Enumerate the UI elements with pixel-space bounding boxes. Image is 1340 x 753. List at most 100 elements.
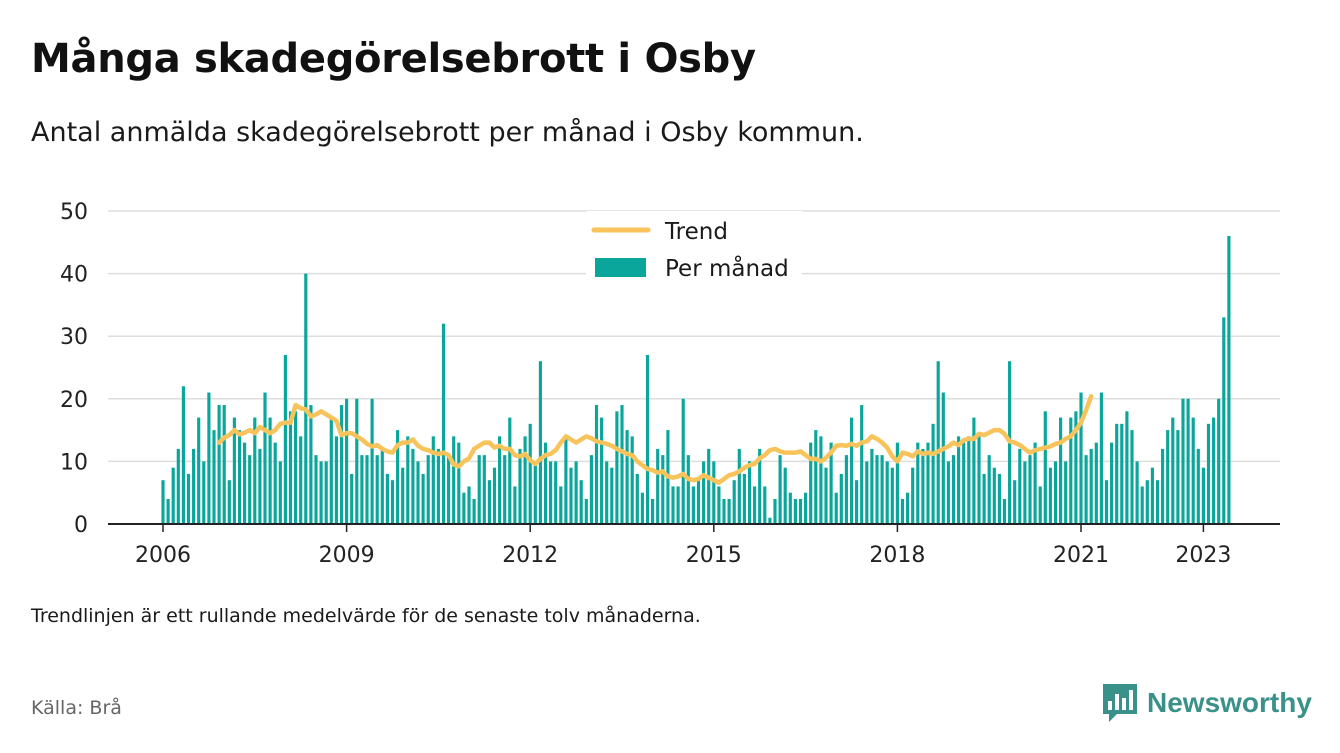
bar bbox=[1018, 448, 1022, 524]
bar bbox=[768, 517, 772, 524]
bar bbox=[661, 455, 665, 524]
bar bbox=[273, 442, 277, 524]
bar bbox=[232, 417, 236, 524]
bar bbox=[564, 436, 568, 524]
bar bbox=[1115, 423, 1119, 524]
bar bbox=[309, 405, 313, 524]
bar bbox=[804, 492, 808, 524]
bar bbox=[1033, 442, 1037, 524]
x-axis-ticks: 2006 2009 2012 2015 2018 2021 2023 bbox=[135, 524, 1231, 568]
bar bbox=[747, 461, 752, 524]
bar bbox=[656, 448, 660, 524]
bar bbox=[671, 486, 675, 524]
bar bbox=[304, 273, 308, 524]
bar bbox=[651, 498, 655, 524]
bar bbox=[992, 467, 996, 524]
bar bbox=[635, 473, 639, 524]
bar bbox=[1217, 398, 1221, 524]
x-tick-label: 2015 bbox=[686, 543, 742, 568]
y-tick-label: 40 bbox=[60, 263, 88, 288]
bar bbox=[401, 467, 405, 524]
bar bbox=[1094, 442, 1098, 524]
bar bbox=[620, 405, 624, 524]
bar bbox=[1166, 430, 1170, 524]
bar bbox=[610, 467, 614, 524]
bar bbox=[1059, 417, 1063, 524]
bar bbox=[1135, 461, 1139, 524]
bar bbox=[166, 498, 170, 524]
bar bbox=[880, 455, 884, 524]
bar bbox=[1074, 411, 1078, 524]
x-tick-label: 2006 bbox=[135, 543, 191, 568]
bar bbox=[258, 448, 262, 524]
bar bbox=[584, 498, 588, 524]
bar bbox=[1048, 467, 1052, 524]
bar bbox=[1053, 461, 1058, 524]
bar bbox=[921, 448, 925, 524]
bar bbox=[462, 492, 466, 524]
y-tick-label: 0 bbox=[74, 513, 88, 538]
trend-line bbox=[216, 394, 1094, 485]
bar bbox=[436, 448, 440, 524]
bar bbox=[1206, 423, 1211, 524]
bar bbox=[360, 455, 364, 524]
bar bbox=[686, 455, 690, 524]
bar bbox=[778, 455, 782, 524]
bar bbox=[865, 461, 869, 524]
bar bbox=[1089, 448, 1093, 524]
bar bbox=[314, 455, 318, 524]
y-tick-label: 20 bbox=[60, 388, 88, 413]
bar bbox=[615, 411, 619, 524]
bar bbox=[742, 473, 746, 524]
bar bbox=[161, 480, 165, 524]
legend-label-per-manad: Per månad bbox=[665, 254, 789, 282]
bar bbox=[508, 417, 512, 524]
bar bbox=[707, 448, 711, 524]
bar bbox=[793, 498, 797, 524]
bar bbox=[967, 436, 971, 524]
bar bbox=[1176, 430, 1180, 524]
brand-logo: Newsworthy bbox=[1103, 684, 1312, 722]
bar bbox=[365, 455, 369, 524]
bar bbox=[814, 430, 818, 524]
bar bbox=[1079, 392, 1083, 524]
bar bbox=[385, 473, 389, 524]
bar bbox=[186, 473, 191, 524]
bar bbox=[895, 442, 899, 524]
bar bbox=[1110, 442, 1114, 524]
bar bbox=[676, 486, 680, 524]
bar bbox=[227, 480, 231, 524]
bar bbox=[1023, 461, 1027, 524]
chart-subtitle: Antal anmälda skadegörelsebrott per måna… bbox=[31, 117, 864, 148]
bar bbox=[1125, 411, 1129, 524]
bar bbox=[181, 386, 185, 524]
bar bbox=[452, 436, 456, 524]
bar bbox=[589, 455, 593, 524]
bar bbox=[579, 480, 583, 524]
bar bbox=[1130, 430, 1134, 524]
bar bbox=[926, 442, 930, 524]
bar bbox=[263, 392, 267, 524]
bar bbox=[202, 461, 206, 524]
bar bbox=[737, 448, 741, 524]
bar bbox=[380, 448, 384, 524]
bar bbox=[554, 461, 558, 524]
bar bbox=[900, 498, 905, 524]
bar bbox=[482, 455, 486, 524]
bar bbox=[870, 448, 874, 524]
bar bbox=[1013, 480, 1017, 524]
bar bbox=[569, 467, 573, 524]
bar bbox=[824, 467, 828, 524]
bar bbox=[411, 448, 415, 524]
bar bbox=[543, 442, 548, 524]
bar bbox=[890, 467, 894, 524]
y-tick-label: 50 bbox=[60, 200, 88, 225]
monthly-chart: 0 10 20 30 40 50 2006 2009 2012 2015 2018 2021 2023… bbox=[60, 200, 1280, 568]
bar bbox=[396, 430, 400, 524]
bar bbox=[426, 455, 430, 524]
bar bbox=[503, 455, 507, 524]
bar bbox=[732, 480, 736, 524]
bar bbox=[1002, 498, 1007, 524]
bar bbox=[339, 405, 344, 524]
bar bbox=[640, 492, 644, 524]
